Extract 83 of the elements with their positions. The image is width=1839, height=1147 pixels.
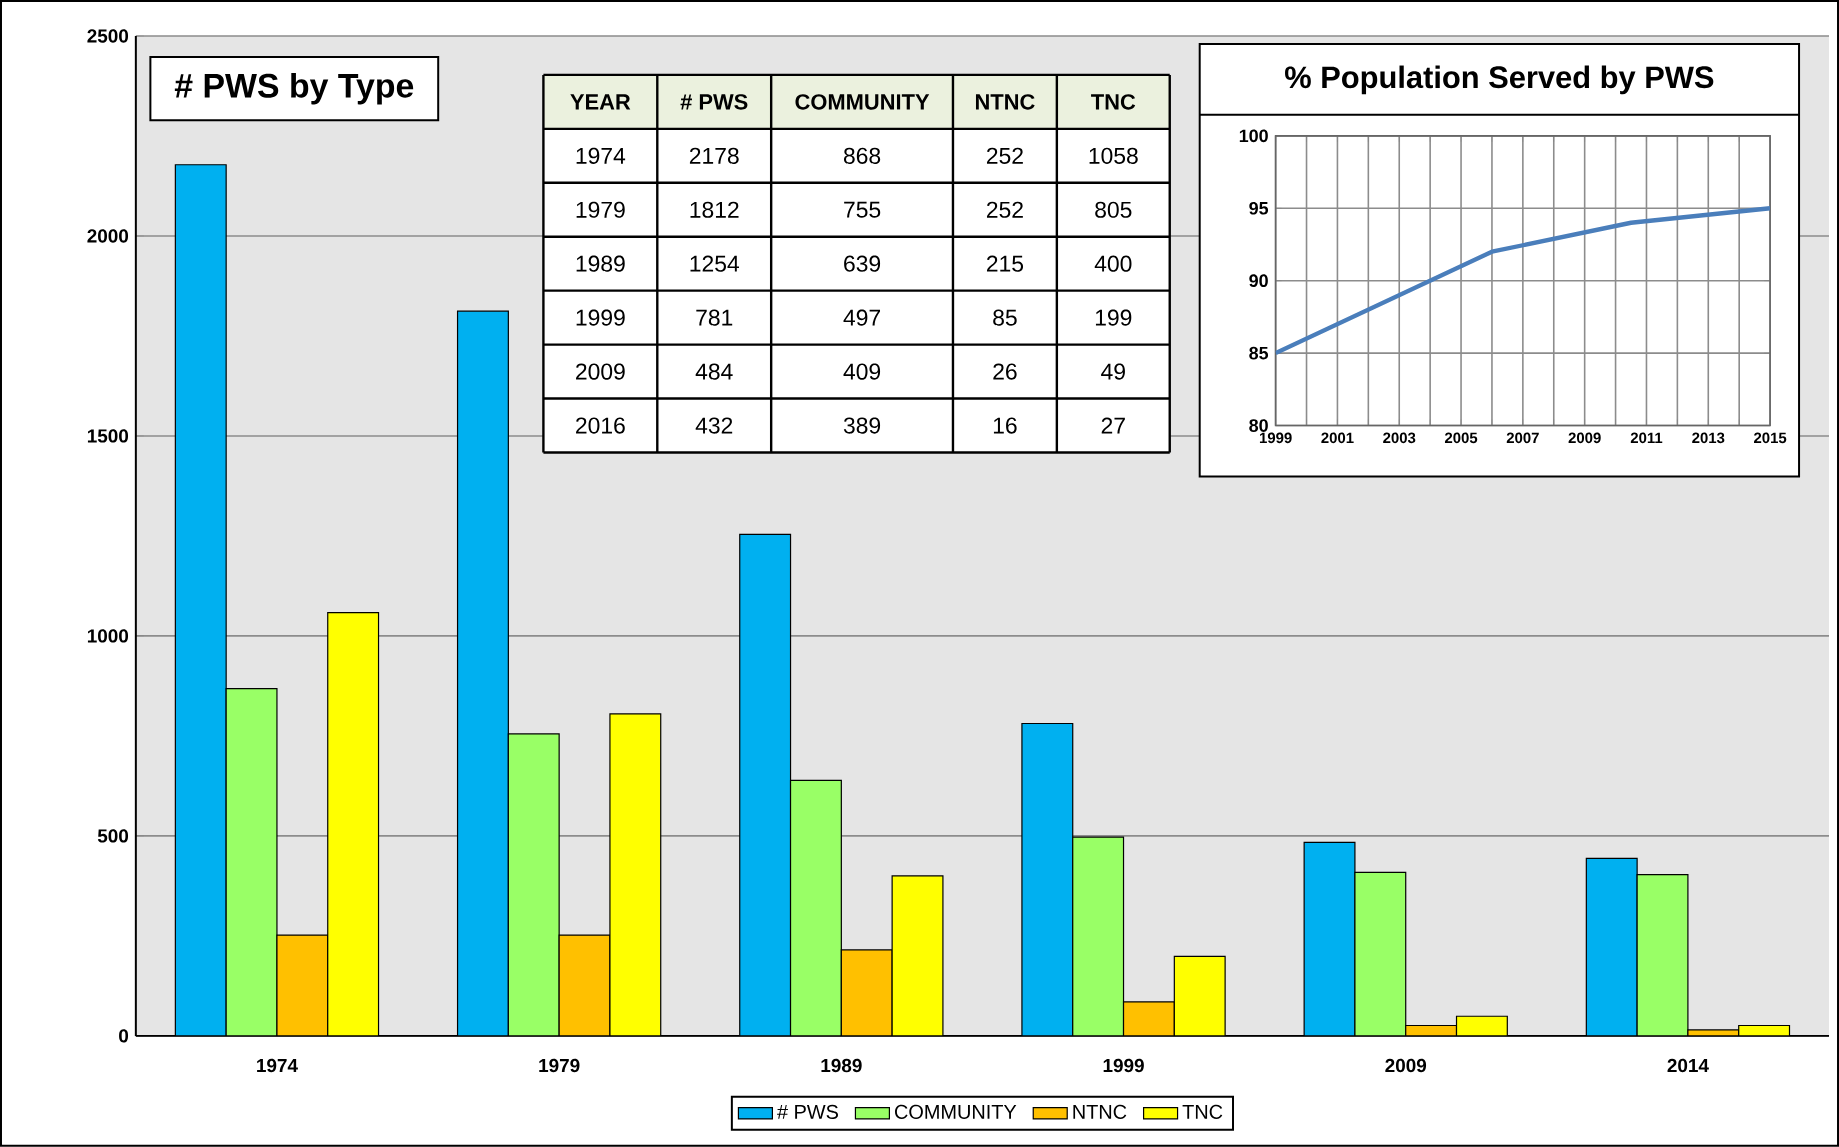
legend-label: # PWS bbox=[777, 1104, 838, 1120]
data-label: 199 bbox=[1095, 309, 1132, 326]
bar bbox=[1455, 1015, 1508, 1036]
data-label: 252 bbox=[986, 147, 1023, 165]
data-label: 781 bbox=[696, 309, 733, 326]
data-label: 85 bbox=[993, 309, 1017, 326]
x-tick-label: 1999 bbox=[1259, 432, 1292, 444]
x-tick-label: # PWS bbox=[680, 94, 748, 110]
y-tick-label: 500 bbox=[97, 829, 129, 843]
bar bbox=[327, 612, 380, 1036]
chart-title: % Population Served by PWS bbox=[1285, 65, 1714, 95]
data-label: 1812 bbox=[690, 201, 739, 218]
data-label: 755 bbox=[844, 201, 881, 218]
data-label: 215 bbox=[986, 255, 1024, 272]
x-tick-label: 2011 bbox=[1630, 432, 1663, 444]
y-tick-label: 1974 bbox=[576, 147, 626, 165]
bar bbox=[1173, 955, 1226, 1036]
data-label: 2178 bbox=[689, 147, 739, 165]
x-tick-label: 1989 bbox=[821, 1058, 862, 1073]
data-label: 497 bbox=[843, 309, 881, 326]
data-label: 26 bbox=[993, 363, 1017, 380]
data-label: 400 bbox=[1094, 255, 1132, 272]
data-label: 805 bbox=[1095, 201, 1132, 218]
x-tick-label: 2015 bbox=[1754, 432, 1787, 444]
x-tick-label: 2003 bbox=[1383, 432, 1416, 444]
data-label: 389 bbox=[843, 417, 881, 434]
x-tick-label: 2001 bbox=[1321, 432, 1354, 444]
x-tick-label: COMMUNITY bbox=[795, 94, 930, 110]
bar bbox=[276, 934, 329, 1036]
x-tick-label: 2009 bbox=[1385, 1058, 1427, 1073]
bar bbox=[840, 949, 893, 1036]
bar bbox=[1072, 836, 1125, 1036]
y-tick-label: 1500 bbox=[87, 429, 129, 443]
y-tick-label: 2500 bbox=[87, 29, 129, 43]
bar bbox=[1122, 1001, 1175, 1036]
bar bbox=[507, 733, 560, 1036]
legend-label: TNC bbox=[1182, 1104, 1223, 1120]
data-label: 432 bbox=[695, 417, 733, 434]
y-axis-title: YEAR bbox=[570, 94, 631, 110]
data-label: 409 bbox=[843, 363, 881, 380]
y-tick-label: 90 bbox=[1249, 274, 1268, 288]
y-tick-label: 2000 bbox=[87, 229, 129, 243]
y-tick-label: 100 bbox=[1239, 129, 1268, 143]
data-label: 27 bbox=[1101, 417, 1125, 434]
bar bbox=[1636, 874, 1689, 1036]
x-tick-label: 1979 bbox=[539, 1058, 580, 1073]
text: # PWS by Type bbox=[174, 73, 414, 105]
y-tick-label: 1999 bbox=[576, 309, 625, 326]
y-tick-label: 1989 bbox=[576, 255, 625, 272]
data-label: 868 bbox=[843, 147, 881, 165]
x-tick-label: 2007 bbox=[1506, 432, 1539, 444]
y-tick-label: 85 bbox=[1249, 346, 1269, 360]
x-tick-label: 2005 bbox=[1444, 432, 1478, 444]
y-tick-label: 80 bbox=[1249, 419, 1268, 433]
x-tick-label: TNC bbox=[1091, 94, 1136, 110]
x-tick-label: NTNC bbox=[975, 94, 1035, 110]
legend-label: COMMUNITY bbox=[894, 1104, 1017, 1120]
data-label: 49 bbox=[1101, 363, 1125, 380]
data-label: 484 bbox=[695, 363, 733, 380]
bar bbox=[609, 713, 662, 1036]
x-tick-label: 1974 bbox=[257, 1058, 298, 1073]
bar bbox=[558, 934, 611, 1036]
bar bbox=[225, 688, 278, 1036]
bar bbox=[789, 779, 842, 1036]
line-series bbox=[1275, 206, 1771, 356]
data-label: 252 bbox=[986, 201, 1023, 218]
bar bbox=[891, 875, 944, 1036]
y-tick-label: 1000 bbox=[87, 629, 129, 643]
x-tick-label: 2009 bbox=[1568, 432, 1601, 444]
x-tick-label: 2013 bbox=[1692, 432, 1725, 444]
legend-label: NTNC bbox=[1073, 1104, 1127, 1120]
y-tick-label: 1979 bbox=[576, 201, 625, 218]
data-label: 16 bbox=[993, 417, 1017, 434]
x-tick-label: 2014 bbox=[1667, 1058, 1709, 1073]
data-label: 1254 bbox=[690, 255, 739, 272]
y-tick-label: 95 bbox=[1249, 202, 1269, 215]
data-label: 639 bbox=[844, 255, 881, 272]
y-tick-label: 2016 bbox=[576, 417, 625, 434]
bar bbox=[1354, 871, 1407, 1036]
y-tick-label: 2009 bbox=[576, 363, 625, 380]
x-tick-label: 1999 bbox=[1103, 1058, 1144, 1073]
data-label: 1058 bbox=[1089, 147, 1138, 165]
y-tick-label: 0 bbox=[119, 1029, 129, 1043]
